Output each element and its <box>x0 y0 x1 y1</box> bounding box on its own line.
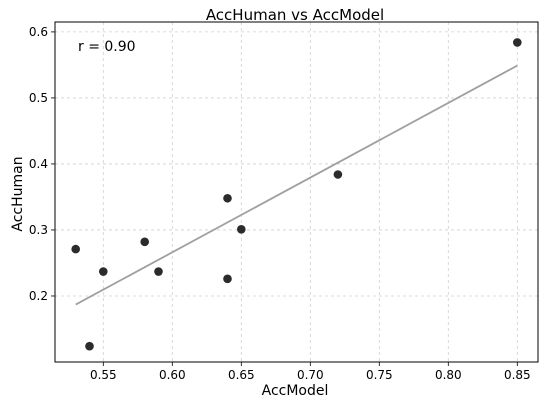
plot-frame <box>54 21 539 363</box>
x-tick-label: 0.60 <box>159 368 186 382</box>
data-points <box>71 38 522 351</box>
x-tick-label: 0.70 <box>297 368 324 382</box>
y-tick-label: 0.6 <box>29 25 48 39</box>
data-point <box>223 274 232 284</box>
y-axis-ticks: 0.2 0.3 0.4 0.5 0.6 <box>29 25 55 303</box>
y-tick-label: 0.3 <box>29 223 48 237</box>
y-tick-label: 0.5 <box>29 91 48 105</box>
grid <box>55 22 538 362</box>
x-axis-ticks: 0.55 0.60 0.65 0.70 0.75 0.80 0.85 <box>90 362 531 382</box>
x-tick-label: 0.65 <box>228 368 255 382</box>
x-axis-label: AccModel <box>262 383 329 399</box>
y-tick-label: 0.4 <box>29 157 48 171</box>
x-tick-label: 0.85 <box>504 368 531 382</box>
data-point <box>140 237 149 247</box>
y-axis-label: AccHuman <box>10 156 26 231</box>
data-point <box>85 341 94 351</box>
x-tick-label: 0.55 <box>90 368 117 382</box>
x-tick-label: 0.75 <box>366 368 393 382</box>
data-point <box>513 38 522 47</box>
chart-title: AccHuman vs AccModel <box>206 6 384 24</box>
regression-line <box>75 64 518 306</box>
data-point <box>223 193 232 203</box>
data-point <box>237 225 246 234</box>
data-point <box>71 244 80 254</box>
y-tick-label: 0.2 <box>29 289 48 303</box>
data-point <box>333 170 343 179</box>
data-point <box>99 267 108 276</box>
correlation-annotation: r = 0.90 <box>78 39 136 55</box>
data-point <box>154 267 163 276</box>
x-tick-label: 0.80 <box>435 368 462 382</box>
